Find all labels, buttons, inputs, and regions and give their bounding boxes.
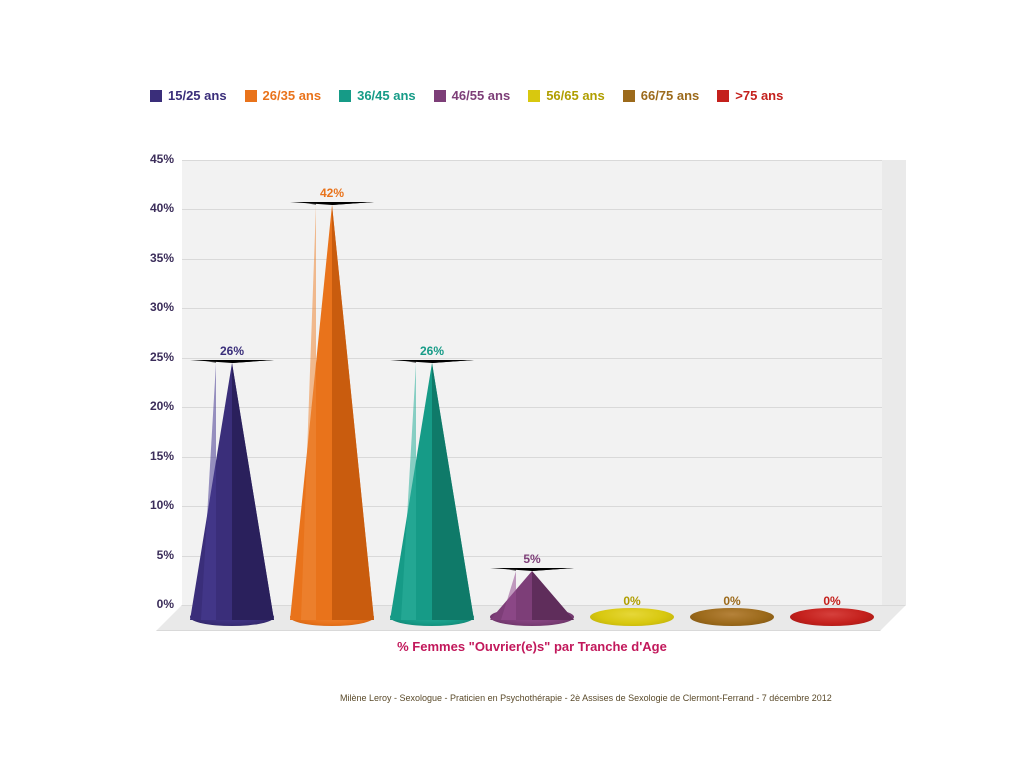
value-label: 0% bbox=[823, 594, 840, 608]
gridline bbox=[182, 209, 882, 210]
y-tick-label: 0% bbox=[134, 597, 174, 611]
footer-credit: Milène Leroy - Sexologue - Praticien en … bbox=[340, 693, 832, 703]
gridline bbox=[182, 308, 882, 309]
y-tick-label: 40% bbox=[134, 201, 174, 215]
value-label: 0% bbox=[723, 594, 740, 608]
value-label: 0% bbox=[623, 594, 640, 608]
plot-area bbox=[182, 160, 882, 605]
legend-label: 46/55 ans bbox=[452, 88, 511, 103]
legend-label: 66/75 ans bbox=[641, 88, 700, 103]
value-label: 26% bbox=[420, 344, 444, 358]
gridline bbox=[182, 457, 882, 458]
value-label: 26% bbox=[220, 344, 244, 358]
legend-item: 15/25 ans bbox=[150, 88, 227, 103]
cone bbox=[390, 360, 474, 617]
legend-item: 36/45 ans bbox=[339, 88, 416, 103]
chart-legend: 15/25 ans 26/35 ans 36/45 ans 46/55 ans 56/6… bbox=[150, 88, 783, 103]
gridline bbox=[182, 259, 882, 260]
cone bbox=[190, 360, 274, 617]
legend-swatch bbox=[623, 90, 635, 102]
legend-item: 66/75 ans bbox=[623, 88, 700, 103]
y-tick-label: 10% bbox=[134, 498, 174, 512]
legend-item: 26/35 ans bbox=[245, 88, 322, 103]
legend-swatch bbox=[150, 90, 162, 102]
chart-canvas: 15/25 ans 26/35 ans 36/45 ans 46/55 ans 56/6… bbox=[0, 0, 1024, 768]
cone bbox=[490, 568, 574, 617]
legend-swatch bbox=[528, 90, 540, 102]
legend-item: 56/65 ans bbox=[528, 88, 605, 103]
y-tick-label: 45% bbox=[134, 152, 174, 166]
cone bbox=[290, 202, 374, 617]
cone-base bbox=[790, 608, 874, 626]
legend-label: 15/25 ans bbox=[168, 88, 227, 103]
cone-base bbox=[690, 608, 774, 626]
legend-item: >75 ans bbox=[717, 88, 783, 103]
value-label: 42% bbox=[320, 186, 344, 200]
plot-right-edge bbox=[882, 160, 906, 605]
gridline bbox=[182, 407, 882, 408]
gridline bbox=[182, 160, 882, 161]
cone-base bbox=[590, 608, 674, 626]
y-tick-label: 25% bbox=[134, 350, 174, 364]
x-axis-title: % Femmes "Ouvrier(e)s" par Tranche d'Age bbox=[182, 639, 882, 654]
legend-swatch bbox=[245, 90, 257, 102]
y-tick-label: 5% bbox=[134, 548, 174, 562]
legend-label: 26/35 ans bbox=[263, 88, 322, 103]
y-tick-label: 35% bbox=[134, 251, 174, 265]
gridline bbox=[182, 358, 882, 359]
legend-swatch bbox=[339, 90, 351, 102]
plot-back-wall bbox=[182, 160, 882, 605]
legend-swatch bbox=[434, 90, 446, 102]
gridline bbox=[182, 506, 882, 507]
y-tick-label: 20% bbox=[134, 399, 174, 413]
y-tick-label: 30% bbox=[134, 300, 174, 314]
value-label: 5% bbox=[523, 552, 540, 566]
legend-swatch bbox=[717, 90, 729, 102]
legend-label: 56/65 ans bbox=[546, 88, 605, 103]
legend-label: 36/45 ans bbox=[357, 88, 416, 103]
y-tick-label: 15% bbox=[134, 449, 174, 463]
legend-item: 46/55 ans bbox=[434, 88, 511, 103]
legend-label: >75 ans bbox=[735, 88, 783, 103]
